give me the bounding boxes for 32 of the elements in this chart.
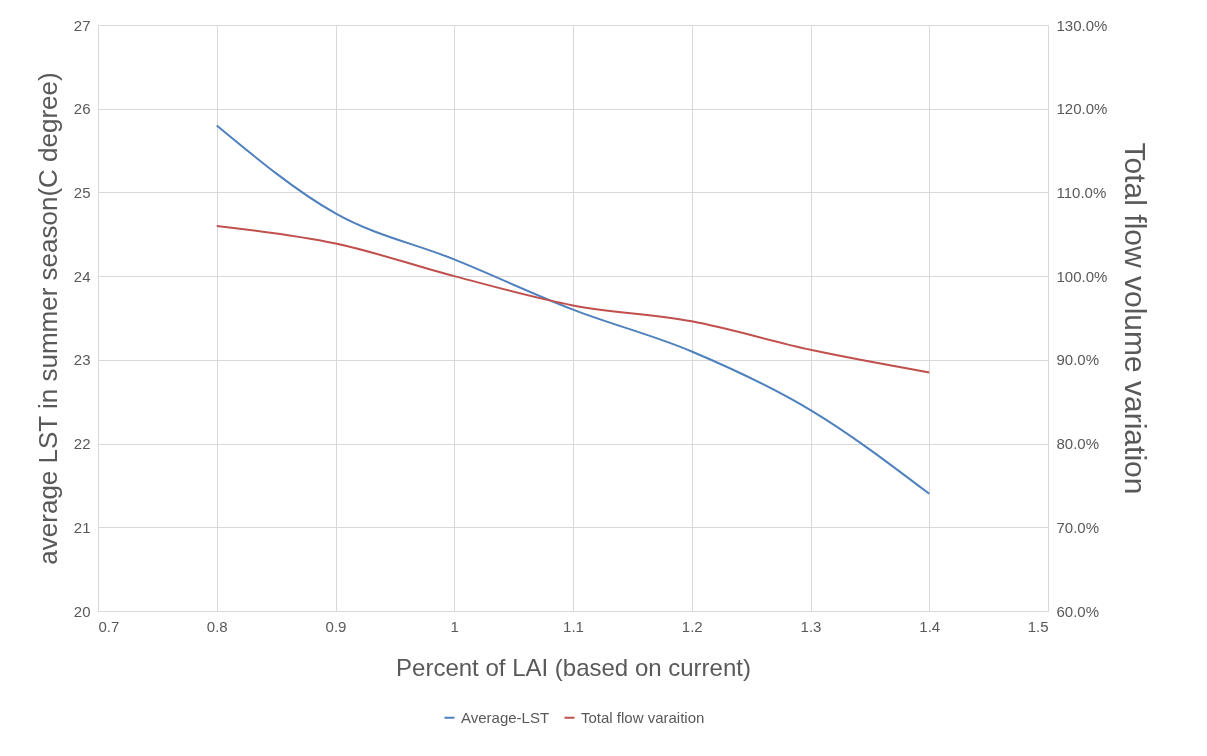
y2-tick-label: 80.0%: [1056, 435, 1100, 453]
x-tick-label: 1.5: [1027, 617, 1049, 635]
y2-tick-label: 70.0%: [1056, 518, 1100, 536]
y-axis-title: average LST in summer season(C degree): [32, 72, 63, 565]
x-tick-label: 0.9: [325, 617, 347, 635]
y-tick-label: 23: [73, 351, 91, 369]
x-tick-label: 0.7: [98, 617, 120, 635]
y2-tick-label: 130.0%: [1056, 16, 1108, 34]
x-tick-label: 1.2: [681, 617, 703, 635]
y2-tick-label: 120.0%: [1056, 100, 1108, 118]
y-tick-label: 24: [73, 267, 91, 285]
x-tick-label: 1: [450, 617, 459, 635]
y-tick-label: 21: [73, 518, 91, 536]
line-series: [215, 124, 931, 495]
line-series: [215, 224, 931, 374]
y2-tick-label: 100.0%: [1056, 267, 1108, 285]
y2-tick-label: 110.0%: [1056, 183, 1107, 201]
y-tick-label: 26: [73, 100, 91, 118]
y-tick-label: 20: [73, 602, 91, 620]
legend-label: Total flow varaition: [581, 708, 705, 726]
y2-tick-label: 90.0%: [1056, 351, 1100, 369]
y2-axis-title: Total flow volume variation: [1119, 142, 1153, 495]
y-tick-label: 27: [73, 16, 91, 34]
y-tick-label: 25: [73, 183, 91, 201]
x-tick-label: 0.8: [206, 617, 228, 635]
y-tick-label: 22: [73, 435, 91, 453]
legend-label: Average-LST: [461, 708, 550, 726]
x-tick-label: 1.1: [563, 617, 584, 635]
x-tick-label: 1.3: [800, 617, 822, 635]
y2-tick-label: 60.0%: [1056, 602, 1100, 620]
x-axis-title: Percent of LAI (based on current): [396, 653, 751, 681]
x-tick-label: 1.4: [919, 617, 941, 635]
